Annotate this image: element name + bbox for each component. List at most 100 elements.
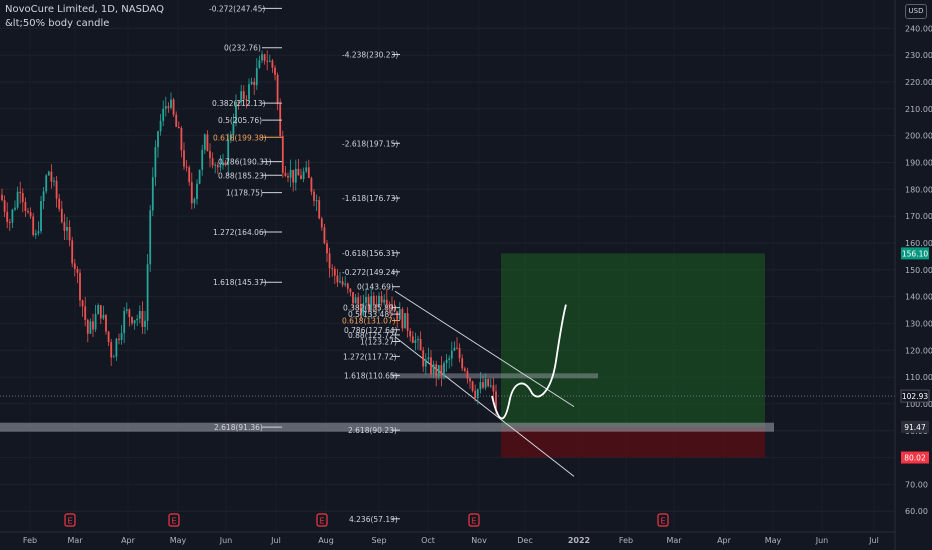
fib-label-right: 4.236(57.19) [349,515,398,524]
time-tick-label: Feb [619,536,633,545]
candle-body [393,309,396,312]
candle-body [409,330,412,337]
candle-body [362,302,365,316]
candle-body [240,91,243,103]
candle-body [245,99,248,101]
candle-body [193,199,196,204]
candle-body [484,379,487,388]
candle-body [118,338,120,340]
candle-body [432,364,435,375]
time-tick-label: May [170,536,187,545]
candle-body [266,60,269,62]
candle-body [427,357,430,360]
fib-label-right: 0.618(131.07) [342,317,396,326]
fib-label-right: 0.382(135.89) [343,304,397,313]
candle-body [222,162,224,166]
candle-body [92,321,94,330]
earnings-marker [657,513,669,527]
candle-body [154,147,157,178]
price-badge-label: 156.10 [902,249,928,258]
candle-body [216,164,219,168]
candle-body [177,126,180,129]
candle-body [60,208,63,223]
candle-body [302,171,305,179]
currency-button[interactable]: USD [905,4,927,19]
candle-body [297,168,300,176]
candle-body [227,139,230,166]
candle-body [492,385,495,392]
candle-body [159,120,162,132]
candle-body [365,296,367,303]
candle-body [300,175,302,179]
candle-body [71,240,74,264]
candle-body [411,336,414,343]
candle-body [110,342,113,358]
fib-label-right: 0.786(127.64) [344,326,398,335]
price-tick-label: 230.00 [905,51,932,60]
candle-body [185,166,188,168]
candle-body [419,338,422,351]
candle-body [73,263,76,270]
candle-body [383,299,386,303]
candle-body [138,311,141,319]
candle-body [430,357,432,375]
candle-body [406,313,409,331]
candle-body [380,295,383,303]
candle-body [292,169,295,183]
candle-body [388,303,391,305]
candle-body [97,305,100,315]
chart-title: NovoCure Limited, 1D, NASDAQ [5,4,164,15]
candle-body [372,295,375,305]
candle-body [172,99,175,115]
candle-body [354,297,357,304]
candle-body [149,210,152,265]
fib-label-left: -0.272(247.45) [209,4,265,13]
candle-body [331,268,334,270]
candle-body [32,216,35,235]
earnings-marker-label: E [660,517,665,526]
price-tick-label: 100.00 [905,400,932,409]
projection-curve [491,304,567,420]
candle-body [271,60,274,68]
candle-body [105,314,107,332]
candle-body [495,391,497,409]
candle-body [14,207,16,210]
candle-body [84,306,87,320]
time-tick-label: Apr [717,536,732,545]
candle-body [305,167,308,172]
candle-body [40,201,42,232]
price-tick-label: 200.00 [905,132,932,141]
candle-body [359,303,362,316]
candle-body [237,101,240,103]
candle-body [50,171,53,182]
fib-label-right: 2.618(90.23) [348,426,397,435]
price-badge-label: 102.93 [902,392,928,401]
price-tick-label: 120.00 [905,346,932,355]
candle-body [414,340,417,343]
candle-body [476,389,479,399]
earnings-marker-label: E [319,517,324,526]
candle-body [487,379,490,387]
channel-lower-line [394,336,575,477]
time-tick-label: Dec [517,536,532,545]
earnings-marker [64,513,76,527]
indicator-label: &lt;50% body candle [5,18,110,29]
fib-label-left: 2.618(91.36) [214,423,263,432]
candle-body [435,364,438,377]
candle-body [170,99,172,108]
price-tick-label: 150.00 [905,266,932,275]
candle-body [34,233,37,235]
candle-body [437,365,440,377]
candle-body [76,269,79,273]
fib-label-right: 0.5(133.48) [348,310,392,319]
candle-body [253,81,256,86]
price-tick-label: 190.00 [905,158,932,167]
candle-body [190,182,193,204]
candle-body [461,358,464,369]
candle-body [157,131,159,148]
candle-body [235,101,237,124]
fib-label-left: 0.88(185.23) [218,171,267,180]
candle-body [391,304,393,310]
earnings-marker-label: E [471,517,476,526]
